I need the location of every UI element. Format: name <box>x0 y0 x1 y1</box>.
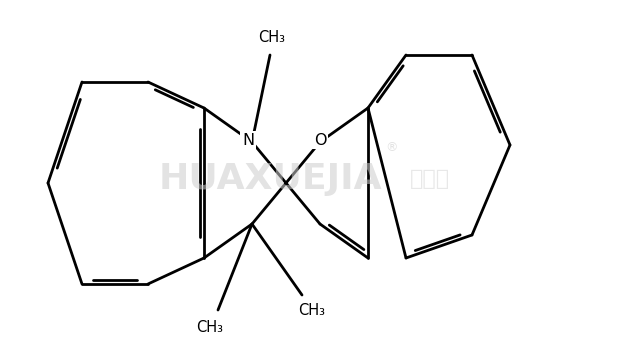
Text: CH₃: CH₃ <box>258 30 286 45</box>
Text: N: N <box>242 132 254 147</box>
Text: CH₃: CH₃ <box>299 303 325 318</box>
Text: ®: ® <box>386 141 398 155</box>
Text: 化学加: 化学加 <box>410 169 450 189</box>
Text: HUAXUEJIA: HUAXUEJIA <box>158 162 382 196</box>
Text: CH₃: CH₃ <box>196 320 224 335</box>
Text: O: O <box>314 132 326 147</box>
